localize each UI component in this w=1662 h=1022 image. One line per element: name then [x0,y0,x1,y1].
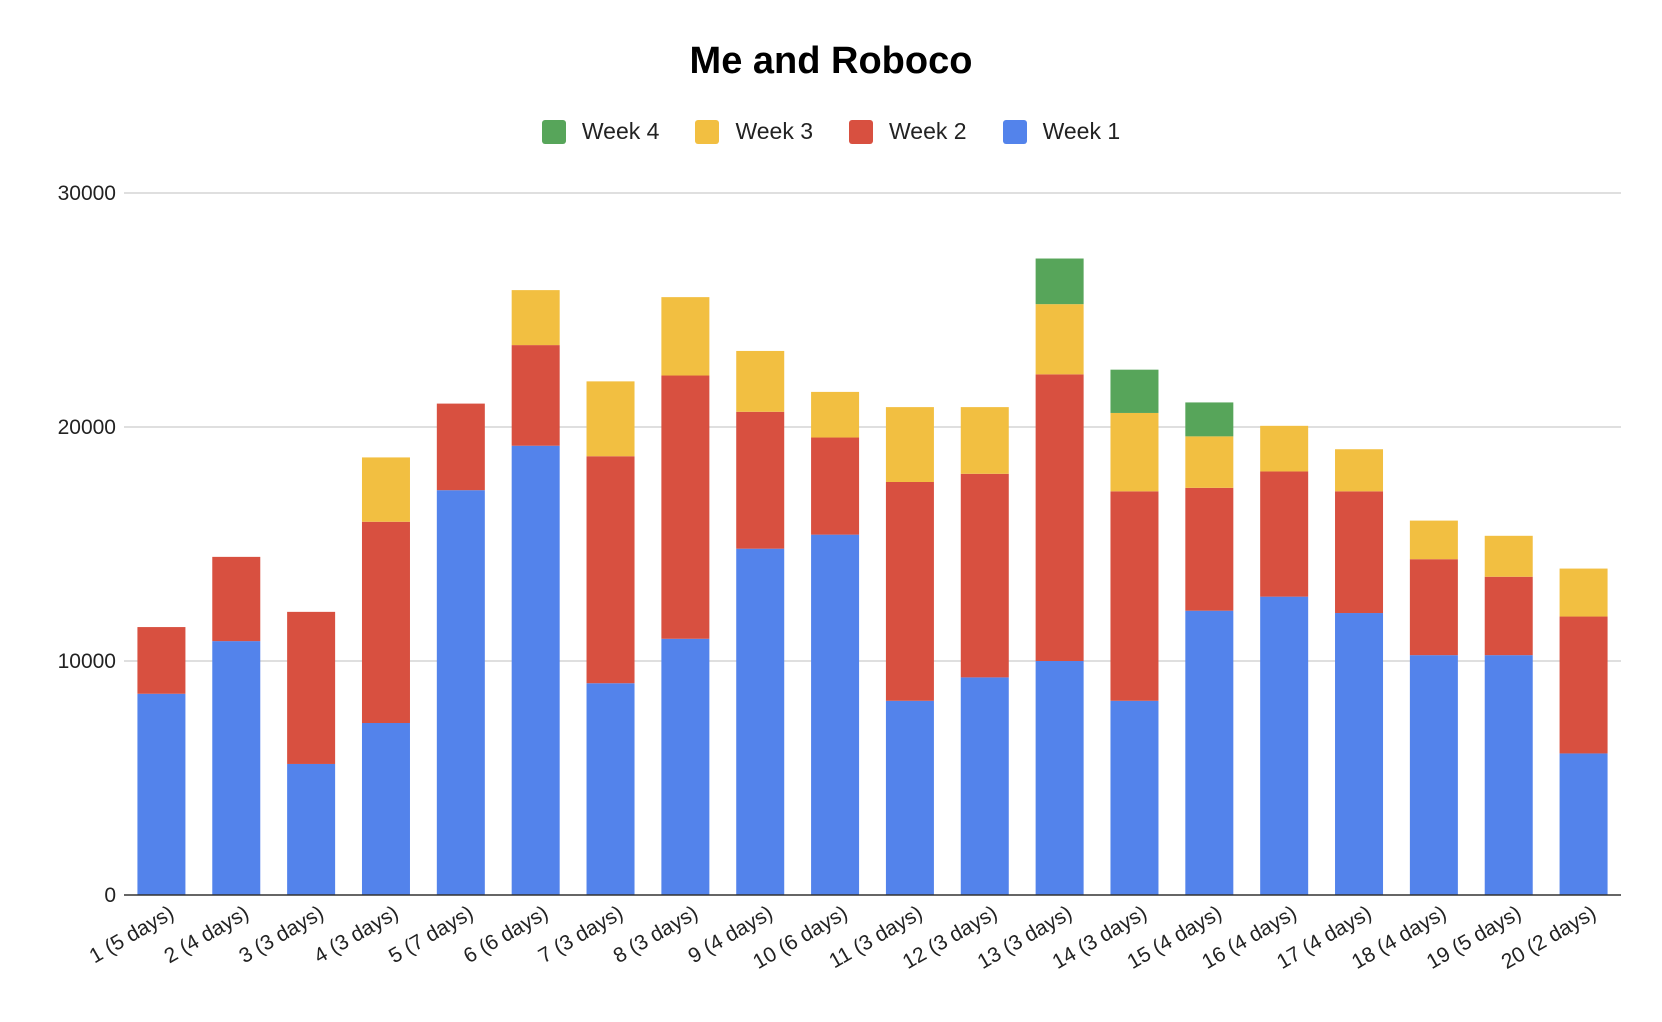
bar-week-2-cat-4 [361,521,410,724]
legend-item-week-4: Week 4 [541,118,660,145]
bar-week-3-cat-7 [586,381,635,457]
bar-week-1-cat-5 [436,490,485,895]
bar-week-1-cat-17 [1335,613,1384,895]
bar-week-3-cat-8 [661,297,710,376]
bar-week-2-cat-7 [586,456,635,684]
bar-week-3-cat-9 [736,350,785,412]
x-tick-label-6: 6 (6 days) [460,901,552,968]
bar-week-1-cat-2 [212,641,261,895]
legend-swatch-week-1 [1002,119,1027,144]
bar-week-2-cat-14 [1110,491,1159,701]
bar-week-2-cat-10 [811,437,860,535]
bar-week-2-cat-17 [1335,491,1384,614]
legend-swatch-week-2 [849,119,873,144]
bar-week-1-cat-18 [1409,655,1458,895]
bar-week-1-cat-13 [1035,661,1084,895]
bar-week-3-cat-20 [1559,568,1608,617]
bar-week-2-cat-9 [736,411,785,549]
bar-week-3-cat-19 [1484,535,1533,577]
bar-week-4-cat-13 [1035,258,1084,305]
bar-week-3-cat-14 [1110,412,1159,492]
bar-week-3-cat-17 [1335,449,1384,492]
legend-item-week-3: Week 3 [695,118,813,145]
bar-week-2-cat-2 [212,556,261,642]
legend-swatch-week-4 [541,119,566,144]
bar-week-2-cat-18 [1409,559,1458,656]
bar-week-1-cat-9 [736,548,785,895]
bar-week-1-cat-10 [811,534,860,895]
bar-week-1-cat-11 [885,700,934,895]
legend-swatch-week-3 [695,119,720,144]
bar-week-1-cat-20 [1559,753,1608,895]
bar-week-3-cat-13 [1035,304,1084,375]
x-tick-label-3: 3 (3 days) [235,901,327,968]
bar-week-2-cat-15 [1185,487,1234,611]
bar-week-1-cat-7 [586,683,635,895]
bar-week-1-cat-15 [1185,610,1234,895]
bar-week-1-cat-8 [661,638,710,895]
bar-week-2-cat-19 [1484,576,1533,656]
bar-week-2-cat-6 [511,345,560,446]
bar-week-3-cat-16 [1260,425,1309,472]
bar-week-1-cat-4 [361,723,410,895]
legend-label-week-2: Week 2 [889,118,967,144]
x-tick-label-5: 5 (7 days) [385,901,477,968]
y-tick-label-0: 0 [104,884,116,907]
bar-week-1-cat-6 [511,445,560,895]
bar-week-1-cat-14 [1110,700,1159,895]
bar-week-2-cat-8 [661,375,710,639]
x-tick-label-7: 7 (3 days) [535,901,627,968]
chart-title: Me and Roboco [689,40,973,82]
bar-week-2-cat-13 [1035,374,1084,661]
bar-week-1-cat-16 [1260,596,1309,895]
bar-week-4-cat-14 [1110,369,1159,413]
bar-week-3-cat-11 [885,407,934,482]
legend-label-week-3: Week 3 [735,118,813,144]
bar-week-2-cat-1 [137,627,186,694]
legend: Week 4 Week 3 Week 2 Week 1 [0,118,1662,145]
y-tick-label-20000: 20000 [58,416,116,439]
legend-item-week-2: Week 2 [849,118,967,145]
bar-week-2-cat-20 [1559,616,1608,754]
y-tick-label-30000: 30000 [58,182,116,205]
bar-week-2-cat-11 [885,481,934,701]
bar-week-4-cat-15 [1185,402,1234,437]
bar-week-1-cat-12 [960,677,1009,895]
y-tick-label-10000: 10000 [58,650,116,673]
bar-week-3-cat-4 [361,457,410,522]
bar-week-2-cat-5 [436,403,485,491]
x-tick-label-1: 1 (5 days) [86,901,178,968]
bar-week-2-cat-12 [960,473,1009,678]
x-tick-label-8: 8 (3 days) [610,901,702,968]
bar-week-2-cat-3 [287,611,336,764]
legend-label-week-1: Week 1 [1042,118,1121,144]
bar-week-1-cat-3 [287,763,336,895]
x-tick-label-4: 4 (3 days) [310,901,402,968]
bar-week-3-cat-18 [1409,520,1458,560]
bar-week-3-cat-10 [811,391,860,438]
legend-item-week-1: Week 1 [1002,118,1121,145]
bar-week-3-cat-6 [511,290,560,346]
x-tick-label-2: 2 (4 days) [160,901,252,968]
bar-week-3-cat-15 [1185,436,1234,488]
bar-week-1-cat-19 [1484,655,1533,895]
bar-week-2-cat-16 [1260,471,1309,597]
bar-week-3-cat-12 [960,407,1009,474]
bar-week-1-cat-1 [137,693,186,895]
legend-label-week-4: Week 4 [581,118,660,144]
